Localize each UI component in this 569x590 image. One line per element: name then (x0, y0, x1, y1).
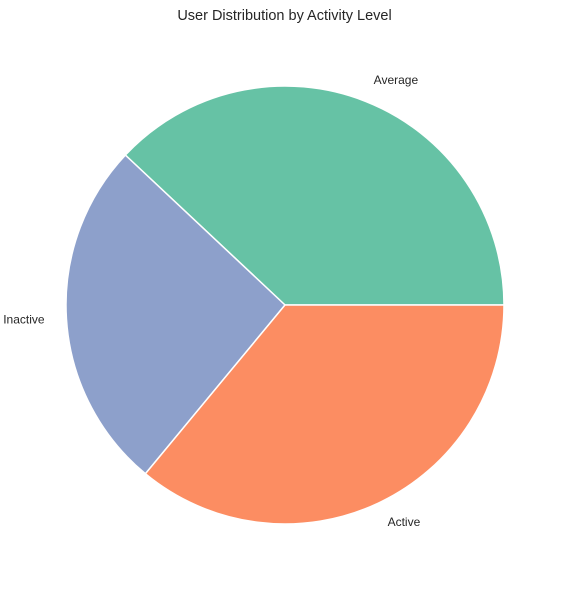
pie-label-active: Active (388, 515, 421, 529)
pie-label-inactive: Inactive (3, 312, 45, 326)
pie-slice-active (144, 304, 505, 525)
pie-slice-average (124, 85, 505, 306)
pie-label-average: Average (374, 73, 419, 87)
chart-title: User Distribution by Activity Level (177, 8, 392, 24)
pie-slice-inactive (65, 154, 286, 475)
pie-labels: Average Inactive Active (3, 73, 420, 529)
pie-slices (65, 85, 505, 525)
